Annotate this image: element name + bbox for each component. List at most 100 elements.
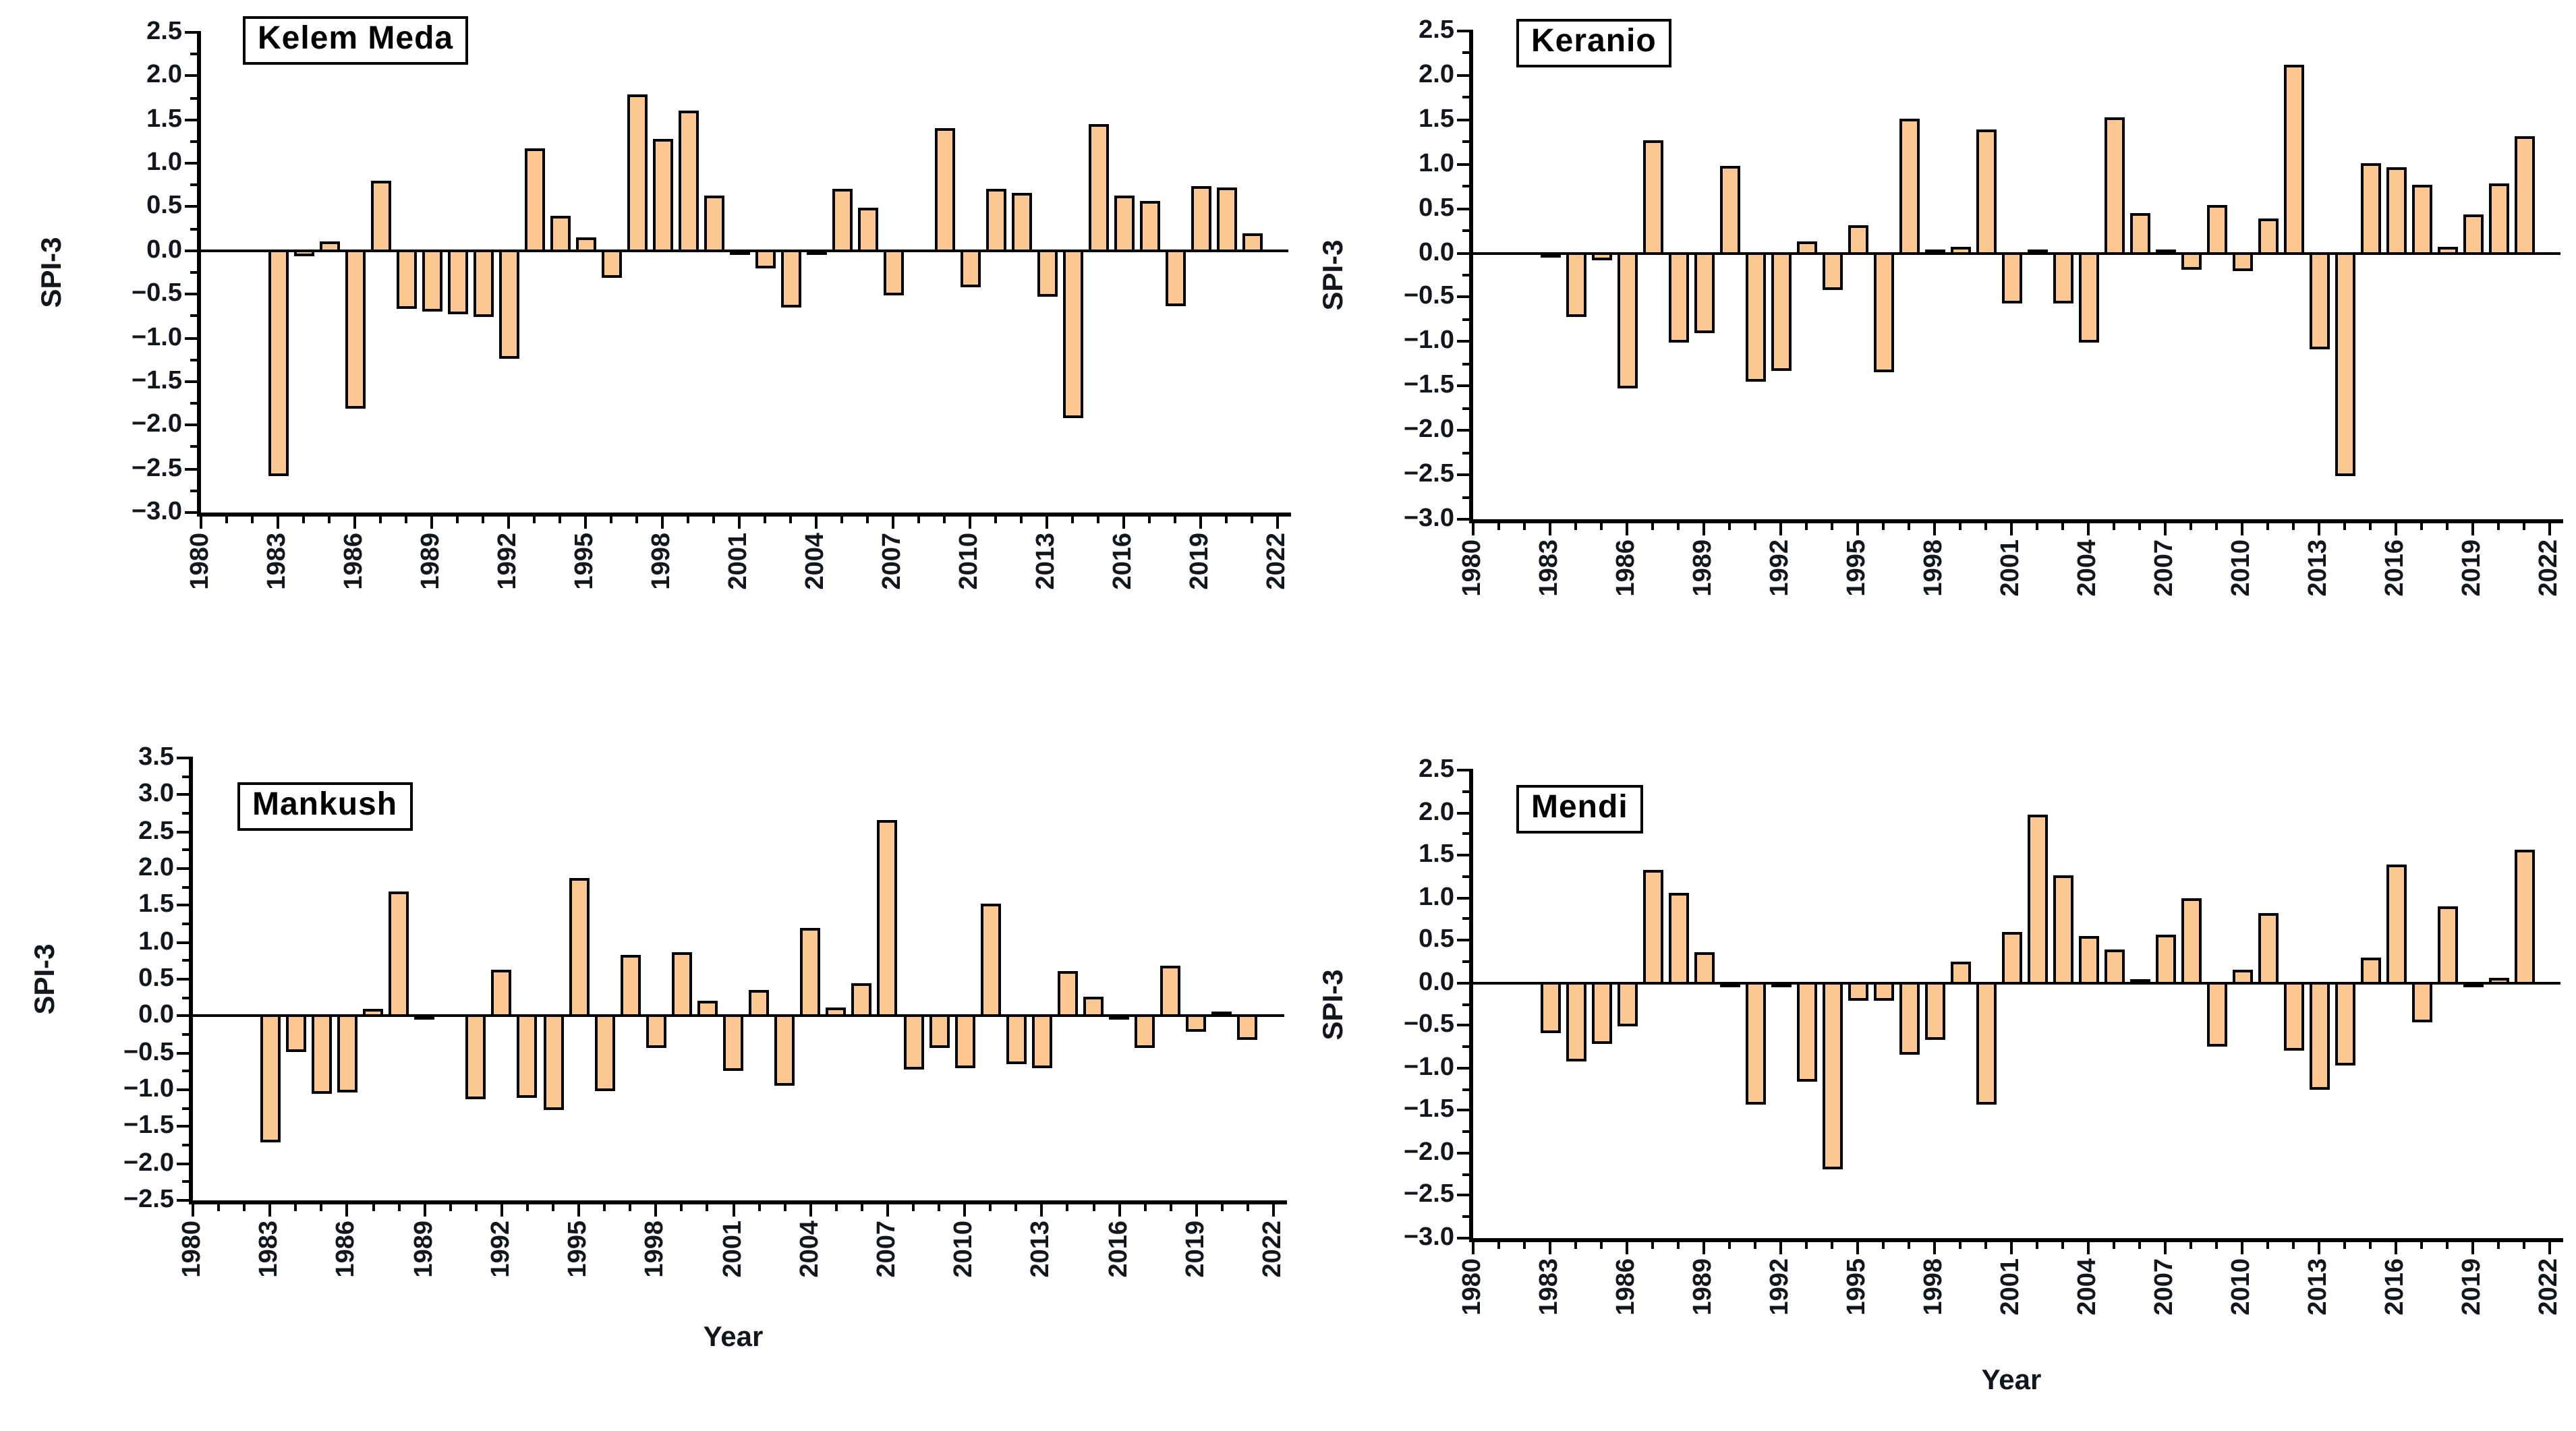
x-tick-label: 1983 — [1535, 1258, 1564, 1316]
x-major-tick — [1549, 1242, 1551, 1254]
spi-bar — [1135, 1014, 1155, 1048]
spi-bar — [2360, 163, 2380, 255]
spi-bar — [1950, 962, 1970, 985]
spi-bar — [1540, 981, 1560, 1034]
x-tick-label: 1995 — [1843, 539, 1871, 597]
x-major-tick — [345, 1204, 349, 1217]
y-minor-tick — [1462, 1130, 1469, 1134]
spi-bar — [447, 249, 467, 315]
spi-bar — [1139, 201, 1160, 252]
x-minor-tick — [635, 517, 638, 523]
x-major-tick — [1856, 1242, 1859, 1254]
y-tick-label: 0.0 — [1419, 238, 1454, 267]
y-minor-tick — [1462, 96, 1469, 99]
x-axis-line — [1469, 1238, 2563, 1242]
x-major-tick — [1276, 517, 1279, 529]
spi-bar — [2309, 252, 2329, 349]
x-minor-tick — [2292, 523, 2295, 530]
x-minor-tick — [302, 517, 305, 523]
x-tick-label: 1980 — [178, 1221, 206, 1278]
y-major-tick — [177, 757, 189, 759]
x-minor-tick — [2369, 523, 2372, 530]
x-major-tick — [500, 1204, 503, 1217]
spi-bar — [594, 1014, 615, 1092]
spi-bar — [620, 954, 641, 1018]
y-minor-tick — [182, 812, 189, 815]
y-minor-tick — [182, 959, 189, 962]
y-tick-label: −0.5 — [131, 279, 182, 308]
spi-bar — [857, 207, 878, 252]
x-major-tick — [654, 1204, 658, 1217]
x-major-tick — [1549, 523, 1551, 535]
y-major-tick — [185, 511, 197, 514]
spi-bar — [1591, 981, 1611, 1045]
spi-bar — [396, 249, 416, 309]
spi-bar — [2129, 213, 2150, 255]
spi-bar — [1109, 1014, 1130, 1020]
x-minor-tick — [2292, 1242, 2295, 1249]
x-minor-tick — [2343, 523, 2346, 530]
x-major-tick — [2471, 523, 2474, 535]
x-minor-tick — [603, 1204, 606, 1211]
x-minor-tick — [1092, 1204, 1095, 1211]
x-major-tick — [969, 517, 971, 529]
x-major-tick — [2471, 1242, 2474, 1254]
y-tick-label: 2.5 — [1419, 16, 1454, 45]
x-tick-label: 2010 — [2227, 1258, 2256, 1316]
x-major-tick — [1118, 1204, 1121, 1217]
x-minor-tick — [912, 1204, 915, 1211]
x-tick-label: 1992 — [494, 533, 522, 590]
spi-bar — [2181, 252, 2201, 270]
spi-bar — [671, 952, 692, 1018]
x-tick-label: 2013 — [2304, 539, 2332, 597]
spi-bar — [1617, 252, 1637, 388]
spi-bar — [929, 1014, 950, 1048]
y-axis-title: SPI-3 — [1318, 968, 1349, 1040]
spi-bar — [1011, 192, 1031, 252]
spi-bar — [2155, 934, 2175, 985]
x-major-tick — [2164, 523, 2167, 535]
spi-bar — [473, 249, 493, 318]
y-tick-label: 2.0 — [146, 61, 182, 90]
spi-bar — [1037, 249, 1057, 297]
x-major-tick — [1122, 517, 1125, 529]
y-major-tick — [1457, 473, 1469, 477]
spi-bar — [491, 969, 512, 1018]
y-tick-label: −0.5 — [1403, 1010, 1454, 1039]
y-minor-tick — [182, 775, 189, 778]
x-major-tick — [1626, 1242, 1628, 1254]
y-major-tick — [1457, 429, 1469, 432]
x-minor-tick — [1574, 1242, 1577, 1249]
x-minor-tick — [610, 517, 612, 523]
spi-bar — [268, 249, 288, 477]
spi-bar — [337, 1014, 357, 1092]
x-minor-tick — [2215, 1242, 2218, 1249]
zero-line — [198, 249, 1288, 252]
spi-bar — [2258, 912, 2278, 985]
spi-bar — [2360, 957, 2380, 985]
x-tick-label: 2022 — [1263, 533, 1291, 590]
y-minor-tick — [1462, 274, 1469, 276]
x-minor-tick — [840, 517, 843, 523]
zero-line — [1470, 981, 2560, 985]
x-tick-label: 2019 — [2458, 539, 2486, 597]
x-tick-label: 1995 — [571, 533, 599, 590]
x-minor-tick — [1908, 1242, 1910, 1249]
x-tick-label: 2019 — [2458, 1258, 2486, 1316]
x-minor-tick — [1882, 523, 1885, 530]
panel-title: Kelem Meda — [258, 20, 454, 57]
x-tick-label: 2010 — [950, 1221, 979, 1278]
x-major-tick — [584, 517, 587, 529]
spi-bar — [723, 1014, 743, 1072]
spi-bar — [1211, 1012, 1232, 1018]
x-minor-tick — [943, 517, 946, 523]
x-minor-tick — [294, 1204, 297, 1211]
spi-bar — [2206, 205, 2227, 255]
spi-bar — [524, 148, 544, 252]
spi-bar — [826, 1007, 847, 1018]
x-axis-line — [189, 1200, 1287, 1204]
x-minor-tick — [372, 1204, 374, 1211]
x-minor-tick — [1754, 1242, 1756, 1249]
spi-bar — [780, 249, 801, 308]
x-minor-tick — [1651, 523, 1654, 530]
